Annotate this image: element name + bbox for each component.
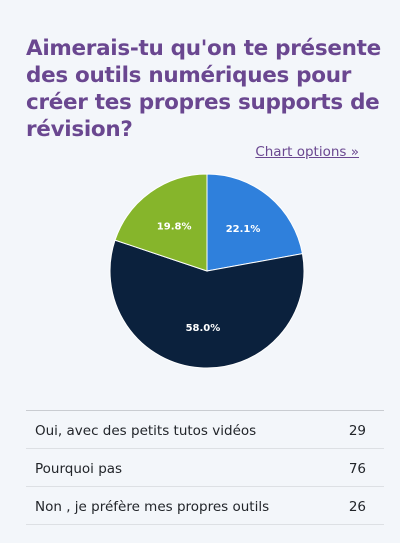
row-value: 26: [348, 499, 366, 515]
pie-slice: [109, 239, 305, 369]
slice-percent-label: 22.1%: [226, 224, 261, 235]
row-value: 76: [348, 461, 366, 477]
table-row: Oui, avec des petits tutos vidéos 29: [26, 411, 384, 449]
results-table: Oui, avec des petits tutos vidéos 29 Pou…: [26, 410, 384, 525]
table-row: Non , je préfère mes propres outils 26: [26, 487, 384, 525]
row-value: 29: [348, 423, 366, 439]
slice-percent-label: 19.8%: [157, 221, 192, 232]
chart-title: Aimerais-tu qu'on te présente des outils…: [26, 36, 381, 142]
table-row: Pourquoi pas 76: [26, 449, 384, 487]
pie-chart-svg: 22.1% 58.0% 19.8%: [109, 173, 305, 369]
row-label: Pourquoi pas: [35, 461, 123, 477]
row-label: Non , je préfère mes propres outils: [35, 499, 270, 515]
slice-percent-label: 58.0%: [186, 323, 221, 334]
pie-slice: [114, 173, 208, 272]
pie-slice: [206, 173, 304, 272]
chart-options-link[interactable]: Chart options »: [255, 144, 359, 160]
pie-chart: 22.1% 58.0% 19.8%: [109, 173, 305, 369]
row-label: Oui, avec des petits tutos vidéos: [35, 423, 257, 439]
